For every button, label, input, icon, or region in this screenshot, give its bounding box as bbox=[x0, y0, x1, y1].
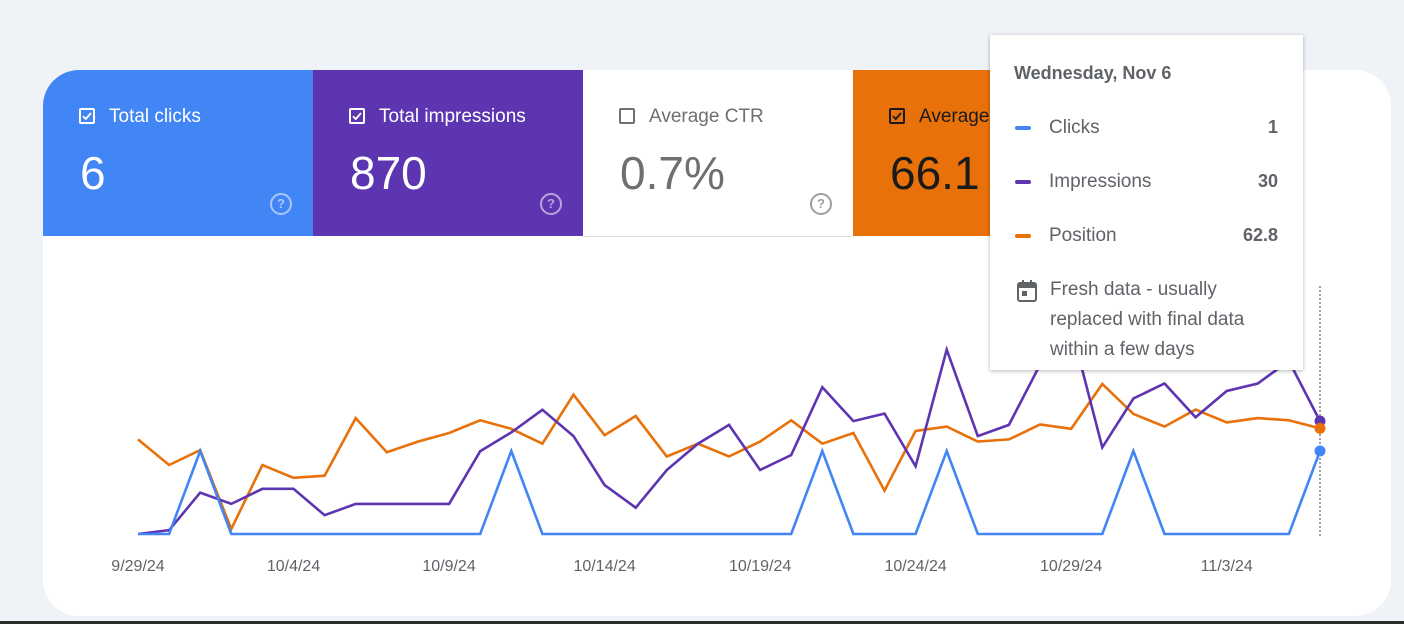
metric-value: 870 bbox=[350, 147, 427, 199]
series-line-clicks bbox=[138, 447, 1322, 536]
tooltip-row-value: 1 bbox=[1267, 117, 1278, 137]
x-tick-label: 10/14/24 bbox=[573, 558, 635, 575]
legend-swatch bbox=[1015, 180, 1031, 184]
chart-tooltip: Wednesday, Nov 6 Clicks 1 Impressions 30… bbox=[990, 35, 1303, 370]
metric-total-impressions[interactable]: Total impressions 870 ? bbox=[313, 70, 583, 236]
checkbox-unchecked-icon[interactable] bbox=[619, 108, 635, 124]
metric-label: Average CTR bbox=[649, 106, 764, 127]
metric-value: 0.7% bbox=[620, 147, 725, 199]
window-bottom-edge bbox=[0, 621, 1404, 624]
highlight-point-clicks bbox=[1314, 445, 1326, 457]
tooltip-row-name: Clicks bbox=[1049, 117, 1100, 138]
metric-average-ctr[interactable]: Average CTR 0.7% ? bbox=[583, 70, 853, 237]
checkbox-checked-icon[interactable] bbox=[349, 108, 365, 124]
tooltip-date: Wednesday, Nov 6 bbox=[1014, 63, 1172, 83]
tooltip-row-name: Position bbox=[1049, 225, 1117, 246]
metric-label: Total clicks bbox=[109, 106, 201, 127]
tooltip-row-value: 62.8 bbox=[1242, 225, 1278, 245]
tooltip-row-value: 30 bbox=[1257, 171, 1278, 191]
x-tick-label: 9/29/24 bbox=[111, 558, 164, 575]
help-icon[interactable]: ? bbox=[810, 193, 832, 215]
checkbox-checked-icon[interactable] bbox=[79, 108, 95, 124]
help-icon[interactable]: ? bbox=[540, 193, 562, 215]
calendar-icon bbox=[1016, 279, 1038, 308]
legend-swatch bbox=[1015, 126, 1031, 130]
series-line-position bbox=[137, 382, 1321, 533]
x-tick-label: 11/3/24 bbox=[1201, 558, 1253, 575]
tooltip-row-name: Impressions bbox=[1049, 171, 1152, 192]
tooltip-row-impressions: Impressions 30 bbox=[1014, 171, 1278, 195]
tooltip-row-position: Position 62.8 bbox=[1014, 225, 1278, 249]
series-line-impressions bbox=[137, 324, 1322, 536]
legend-swatch bbox=[1015, 234, 1031, 238]
x-tick-label: 10/4/24 bbox=[267, 558, 320, 575]
checkbox-checked-icon[interactable] bbox=[889, 108, 905, 124]
help-icon[interactable]: ? bbox=[270, 193, 292, 215]
performance-chart: 9/29/24 10/4/24 10/9/24 10/14/24 10/19/24 10/… bbox=[111, 286, 1326, 575]
x-tick-label: 10/24/24 bbox=[884, 558, 946, 575]
x-tick-label: 10/9/24 bbox=[422, 558, 475, 575]
highlight-point-position bbox=[1314, 422, 1326, 434]
x-tick-label: 10/19/24 bbox=[729, 558, 791, 575]
metric-label: Total impressions bbox=[379, 106, 526, 127]
x-tick-label: 10/29/24 bbox=[1040, 558, 1102, 575]
tooltip-row-clicks: Clicks 1 bbox=[1014, 117, 1278, 141]
fresh-data-text: Fresh data - usually replaced with final… bbox=[1050, 279, 1245, 360]
metric-total-clicks[interactable]: Total clicks 6 ? bbox=[43, 70, 313, 236]
metric-value: 6 bbox=[80, 147, 106, 199]
metric-value: 66.1 bbox=[890, 147, 980, 199]
